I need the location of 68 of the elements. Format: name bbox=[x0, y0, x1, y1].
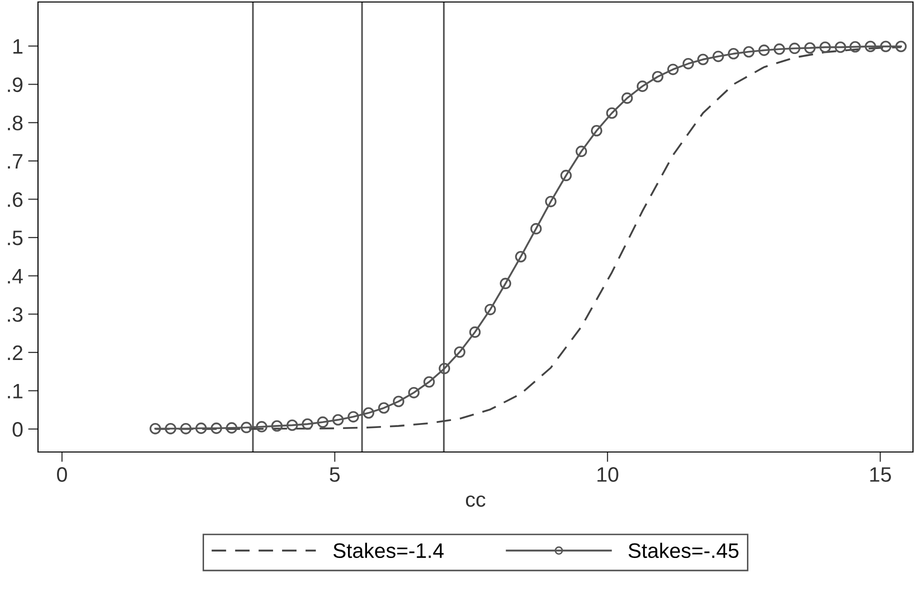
point bbox=[408, 386, 420, 398]
point bbox=[302, 418, 314, 430]
point bbox=[362, 407, 374, 419]
y-tick-label: 0 bbox=[12, 422, 23, 437]
y-tick-label: .5 bbox=[8, 230, 23, 246]
point bbox=[743, 46, 754, 58]
point bbox=[819, 41, 831, 53]
point bbox=[164, 422, 176, 434]
point bbox=[697, 54, 709, 66]
point bbox=[667, 64, 679, 76]
y-tick-label: .7 bbox=[8, 154, 22, 168]
point bbox=[469, 326, 481, 338]
y-tick-label: .2 bbox=[8, 345, 22, 360]
point bbox=[849, 41, 861, 53]
point bbox=[240, 422, 252, 434]
point bbox=[728, 48, 740, 60]
point bbox=[515, 250, 526, 262]
point bbox=[317, 416, 328, 428]
point bbox=[484, 304, 496, 316]
point bbox=[286, 419, 298, 431]
point bbox=[895, 40, 907, 52]
point bbox=[864, 40, 876, 52]
point bbox=[210, 422, 222, 434]
y-tick-label: .6 bbox=[8, 192, 22, 207]
point bbox=[150, 422, 161, 434]
y-tick-label: .1 bbox=[8, 384, 22, 398]
x-tick-label: 10 bbox=[598, 467, 618, 482]
x-axis-title: cc bbox=[466, 495, 486, 507]
point bbox=[804, 42, 816, 54]
point bbox=[438, 362, 450, 374]
y-tick-label: .8 bbox=[8, 116, 23, 130]
point bbox=[180, 422, 192, 434]
point bbox=[378, 402, 390, 414]
point bbox=[652, 70, 664, 82]
point bbox=[271, 420, 283, 432]
point bbox=[256, 421, 268, 432]
y-tick-label: .4 bbox=[8, 269, 23, 284]
point bbox=[576, 146, 588, 158]
point bbox=[530, 223, 542, 234]
y-tick-label: .9 bbox=[8, 77, 22, 92]
point bbox=[590, 124, 602, 136]
point bbox=[332, 414, 344, 426]
y-tick-label: .3 bbox=[8, 307, 22, 322]
x-tick-label: 0 bbox=[57, 467, 67, 482]
y-tick-label: 1 bbox=[13, 39, 22, 54]
point bbox=[621, 92, 633, 104]
point bbox=[500, 278, 512, 290]
point bbox=[834, 41, 846, 53]
point bbox=[636, 80, 648, 92]
point bbox=[682, 58, 694, 70]
legend-label: Stakes=-.45 bbox=[628, 542, 738, 558]
point bbox=[712, 50, 724, 62]
point bbox=[348, 411, 359, 422]
point bbox=[226, 422, 238, 434]
point bbox=[774, 43, 786, 55]
point bbox=[423, 376, 435, 388]
point bbox=[195, 422, 207, 434]
x-tick-label: 15 bbox=[870, 467, 891, 482]
point bbox=[758, 44, 770, 56]
x-tick-label: 5 bbox=[330, 467, 340, 482]
point bbox=[454, 346, 466, 358]
legend-label: Stakes=-1.4 bbox=[333, 542, 444, 558]
point bbox=[560, 170, 572, 182]
point bbox=[392, 396, 404, 408]
point bbox=[545, 196, 556, 208]
point bbox=[606, 107, 618, 119]
point bbox=[788, 42, 800, 54]
point bbox=[880, 40, 892, 52]
